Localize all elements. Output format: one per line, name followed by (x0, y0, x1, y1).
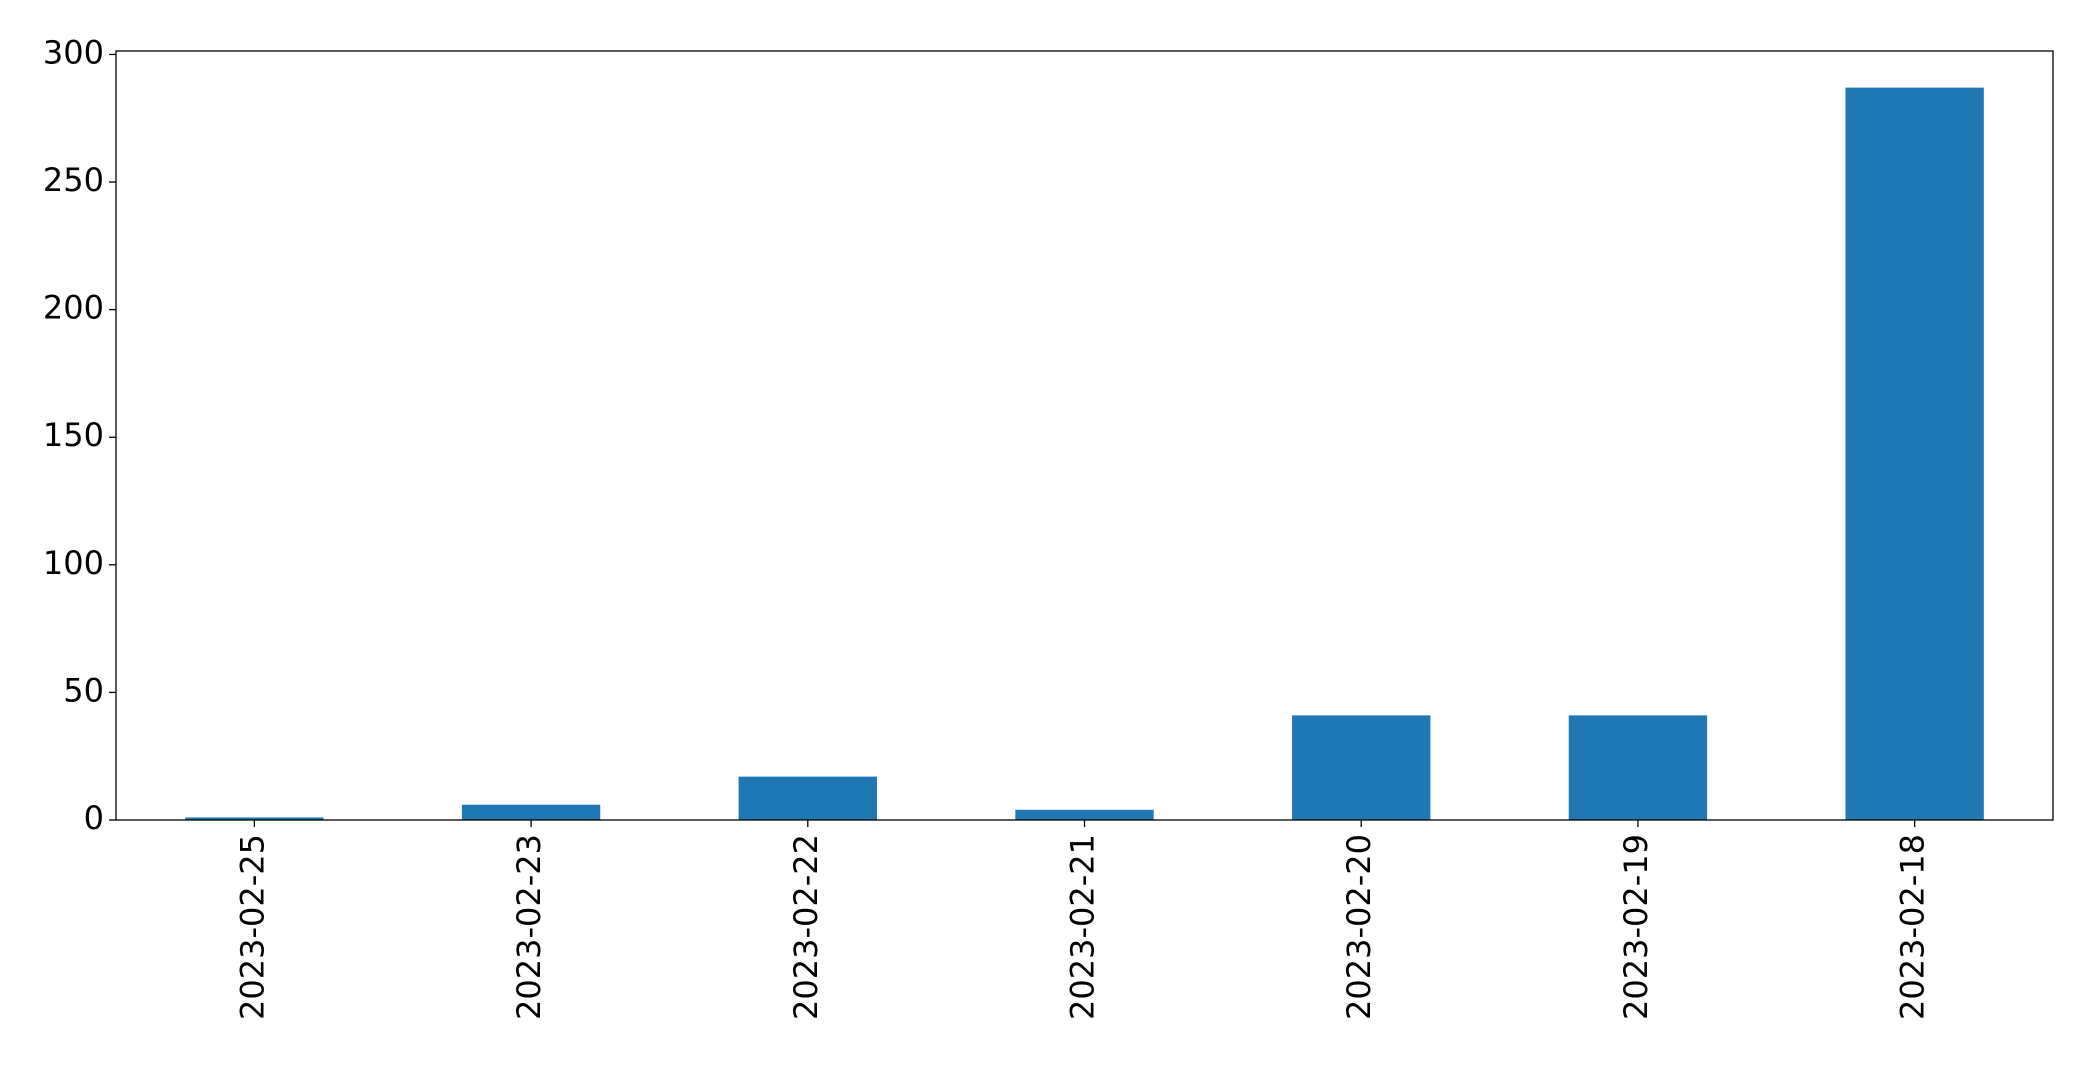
bar (1845, 87, 1984, 821)
x-tick-label: 2023-02-22 (787, 834, 825, 1020)
bar (1568, 715, 1708, 820)
y-tick-label: 0 (84, 799, 104, 837)
x-tick-label: 2023-02-20 (1340, 834, 1378, 1020)
plot-frame (115, 50, 2054, 821)
x-tick-label: 2023-02-19 (1617, 834, 1655, 1020)
bar (1015, 809, 1154, 820)
y-tick-label: 250 (43, 161, 104, 199)
y-tick-label: 150 (43, 416, 104, 454)
bar (461, 804, 601, 820)
bar (738, 776, 877, 820)
x-tick-label: 2023-02-23 (510, 834, 548, 1020)
bar (185, 817, 324, 820)
x-tick-label: 2023-02-18 (1894, 834, 1932, 1020)
x-tick-label: 2023-02-21 (1064, 834, 1102, 1020)
y-tick-label: 300 (43, 33, 104, 71)
x-tick-label: 2023-02-25 (233, 834, 271, 1020)
bar (1292, 715, 1431, 820)
y-tick-label: 200 (43, 289, 104, 327)
y-tick-label: 50 (63, 671, 104, 709)
y-tick-label: 100 (43, 544, 104, 582)
